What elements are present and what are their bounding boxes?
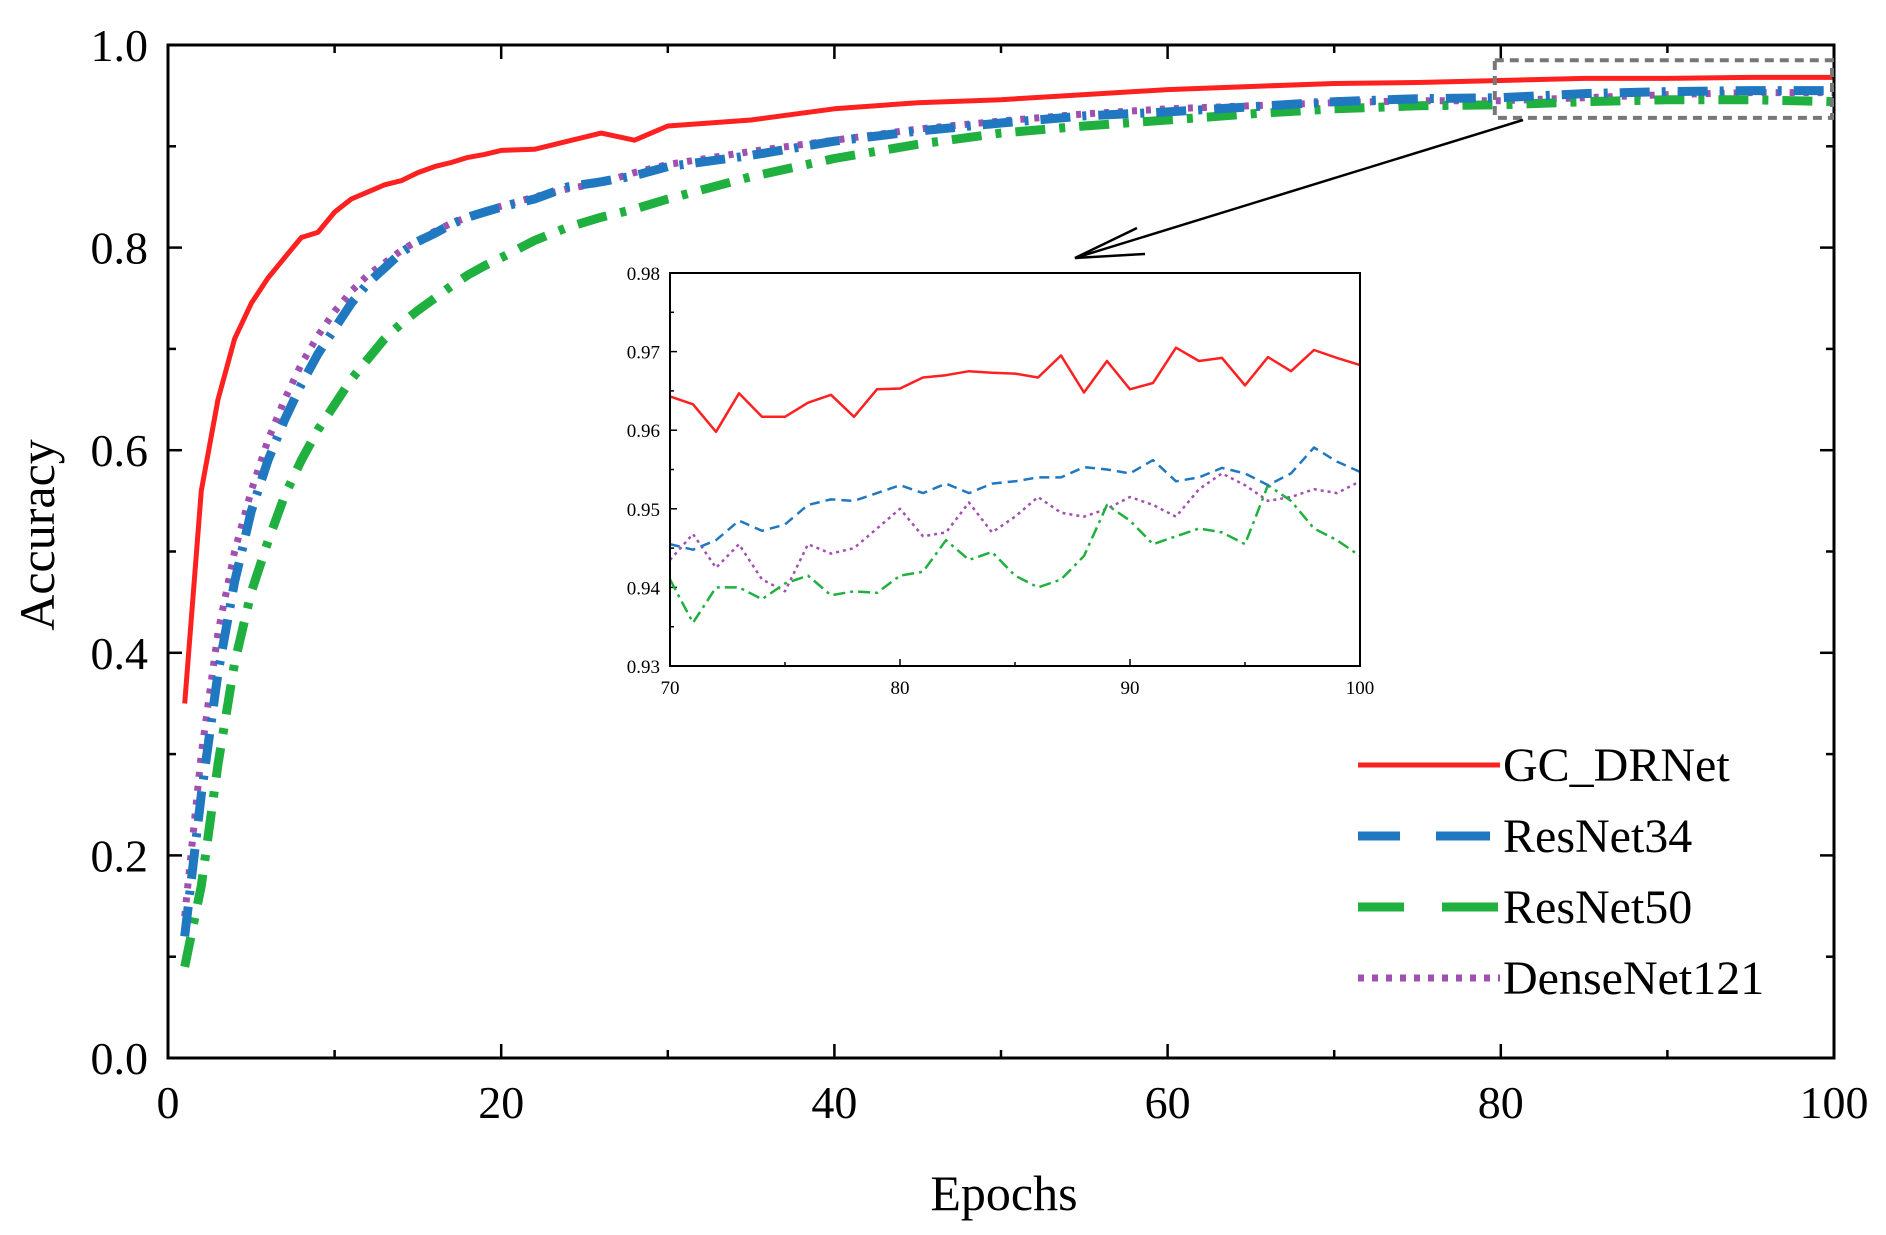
y-tick-label: 0.0: [91, 1033, 149, 1084]
series-line-densenet121: [181, 89, 1834, 917]
x-tick-label: 0: [157, 1077, 180, 1128]
series-line-resnet50: [180, 95, 1834, 968]
inset-y-tick-label: 0.93: [627, 657, 660, 678]
y-tick-label: 0.2: [91, 830, 149, 881]
inset-x-tick-label: 70: [661, 678, 680, 699]
x-tick-label: 60: [1145, 1077, 1191, 1128]
y-axis-label: Accuracy: [9, 439, 65, 631]
inset-y-tick-label: 0.97: [627, 343, 660, 364]
series-line-gc_drnet: [182, 74, 1834, 704]
zoom-arrow-head: [1074, 226, 1146, 260]
series-line-resnet34: [180, 86, 1834, 937]
x-axis-label: Epochs: [930, 1165, 1077, 1221]
inset-y-tick-label: 0.98: [627, 264, 660, 285]
y-tick-label: 0.6: [91, 425, 149, 476]
x-tick-label: 80: [1478, 1077, 1524, 1128]
x-tick-label: 40: [811, 1077, 857, 1128]
zoom-arrow-line: [1074, 118, 1524, 260]
legend-label-resnet34: ResNet34: [1503, 810, 1692, 863]
legend: GC_DRNet ResNet34 ResNet50 DenseNet121: [1358, 739, 1764, 1005]
zoom-region-box: [1492, 58, 1835, 120]
x-tick-label: 100: [1800, 1077, 1869, 1128]
x-tick-label: 20: [478, 1077, 524, 1128]
legend-label-densenet121: DenseNet121: [1503, 952, 1764, 1005]
legend-label-resnet50: ResNet50: [1503, 881, 1692, 934]
inset-y-tick-label: 0.94: [627, 578, 661, 599]
inset-x-tick-label: 90: [1121, 678, 1140, 699]
inset-x-tick-label: 100: [1346, 678, 1375, 699]
inset-series-line-densenet121: [670, 472, 1360, 593]
y-tick-label: 1.0: [91, 20, 149, 71]
zoom-indicator: [1074, 58, 1835, 260]
inset-series-line-resnet34: [670, 446, 1360, 551]
inset-series-line-gc_drnet: [670, 346, 1360, 434]
y-tick-label: 0.4: [91, 628, 149, 679]
main-plot-frame: [166, 43, 1836, 1060]
inset-x-tick-label: 80: [891, 678, 910, 699]
main-plot-area: 0 20 40 60 80 100 0.0 0.2 0.4 0.6 0.8 1.0: [91, 20, 1869, 1128]
inset-series-line-resnet50: [670, 483, 1360, 625]
inset-background: [670, 273, 1360, 666]
inset-frame: [669, 272, 1361, 667]
y-tick-label: 0.8: [91, 223, 149, 274]
legend-label-gc_drnet: GC_DRNet: [1503, 739, 1730, 792]
inset-y-tick-label: 0.96: [627, 421, 660, 442]
inset-y-tick-label: 0.95: [627, 500, 660, 521]
inset-plot-area: 70 80 90 100 0.93 0.94 0.95 0.96 0.97 0.98: [627, 264, 1375, 699]
